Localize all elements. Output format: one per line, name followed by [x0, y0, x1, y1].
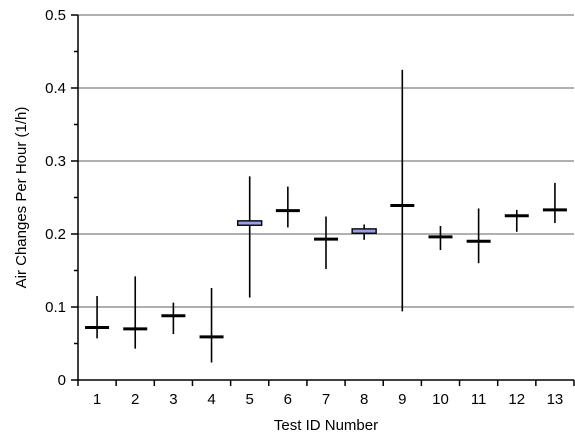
x-axis-ticks: 1 2 3 4 5 6 7 8 9 10 11 12 13 [77, 380, 575, 408]
y-axis-ticks: 0 0.1 0.2 0.3 0.4 0.5 [45, 7, 78, 389]
x-tick-label: 12 [508, 391, 525, 408]
x-tick-label: 2 [131, 391, 139, 408]
y-tick-label: 0.2 [45, 226, 66, 243]
box [351, 228, 377, 234]
data-marks [85, 69, 567, 363]
x-tick-label: 8 [360, 391, 368, 408]
x-tick-label: 7 [322, 391, 330, 408]
x-tick-label: 1 [93, 391, 101, 408]
x-tick-label: 6 [284, 391, 292, 408]
x-tick-label: 11 [471, 391, 487, 408]
x-tick-label: 3 [169, 391, 177, 408]
x-tick-label: 10 [432, 391, 449, 408]
y-tick-label: 0.3 [45, 153, 66, 170]
y-tick-label: 0.4 [45, 80, 66, 97]
x-tick-label: 9 [398, 391, 406, 408]
x-tick-label: 13 [547, 391, 564, 408]
x-tick-label: 4 [207, 391, 215, 408]
x-axis-title: Test ID Number [274, 417, 378, 434]
grid-lines [78, 14, 574, 308]
y-tick-label: 0.5 [45, 7, 66, 24]
x-tick-label: 5 [246, 391, 254, 408]
y-tick-label: 0 [58, 372, 66, 389]
box [236, 220, 263, 226]
y-tick-label: 0.1 [45, 299, 66, 316]
y-axis-title: Air Changes Per Hour (1/h) [13, 107, 30, 289]
